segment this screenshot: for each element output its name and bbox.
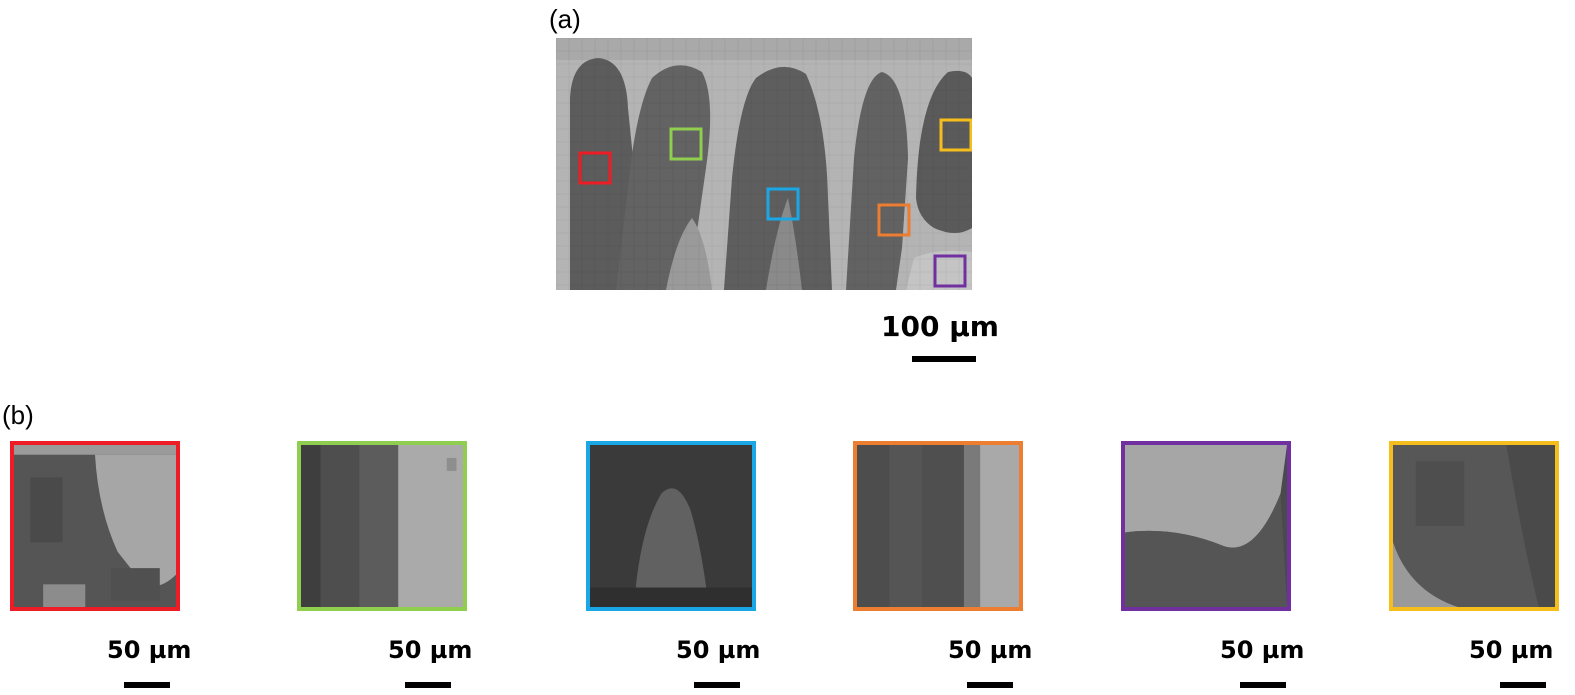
inset-orange: [853, 441, 1023, 611]
inset-yellow-image: [1393, 445, 1555, 607]
inset-orange-image: [857, 445, 1019, 607]
inset-purple-image: [1125, 445, 1287, 607]
inset-yellow: [1389, 441, 1559, 611]
inset-purple-scale-bar: [1240, 682, 1286, 688]
inset-yellow-scale-label: 50 µm: [1469, 636, 1554, 664]
inset-green-scale-bar: [405, 682, 451, 688]
inset-blue-scale-bar: [694, 682, 740, 688]
inset-red-scale-label: 50 µm: [107, 636, 192, 664]
inset-red-scale-bar: [124, 682, 170, 688]
panel-a-label: (a): [549, 4, 581, 34]
micrograph-svg: [556, 38, 973, 290]
inset-purple: [1121, 441, 1291, 611]
yellow-selection-box: [939, 118, 973, 152]
main-scale-bar: [912, 356, 976, 362]
inset-purple-scale-label: 50 µm: [1220, 636, 1305, 664]
inset-green-scale-label: 50 µm: [388, 636, 473, 664]
main-micrograph: [556, 38, 973, 290]
main-scale-label: 100 µm: [881, 310, 999, 343]
orange-selection-box: [877, 203, 911, 237]
blue-selection-box: [766, 187, 800, 221]
inset-red: [10, 441, 180, 611]
inset-green-image: [301, 445, 463, 607]
inset-blue: [586, 441, 756, 611]
purple-selection-box: [933, 254, 967, 288]
inset-blue-scale-label: 50 µm: [676, 636, 761, 664]
inset-yellow-scale-bar: [1500, 682, 1546, 688]
inset-red-image: [14, 445, 176, 607]
panel-b-label: (b): [2, 400, 34, 430]
inset-blue-image: [590, 445, 752, 607]
inset-orange-scale-bar: [967, 682, 1013, 688]
red-selection-box: [578, 151, 612, 185]
inset-orange-scale-label: 50 µm: [948, 636, 1033, 664]
green-selection-box: [669, 127, 703, 161]
inset-green: [297, 441, 467, 611]
